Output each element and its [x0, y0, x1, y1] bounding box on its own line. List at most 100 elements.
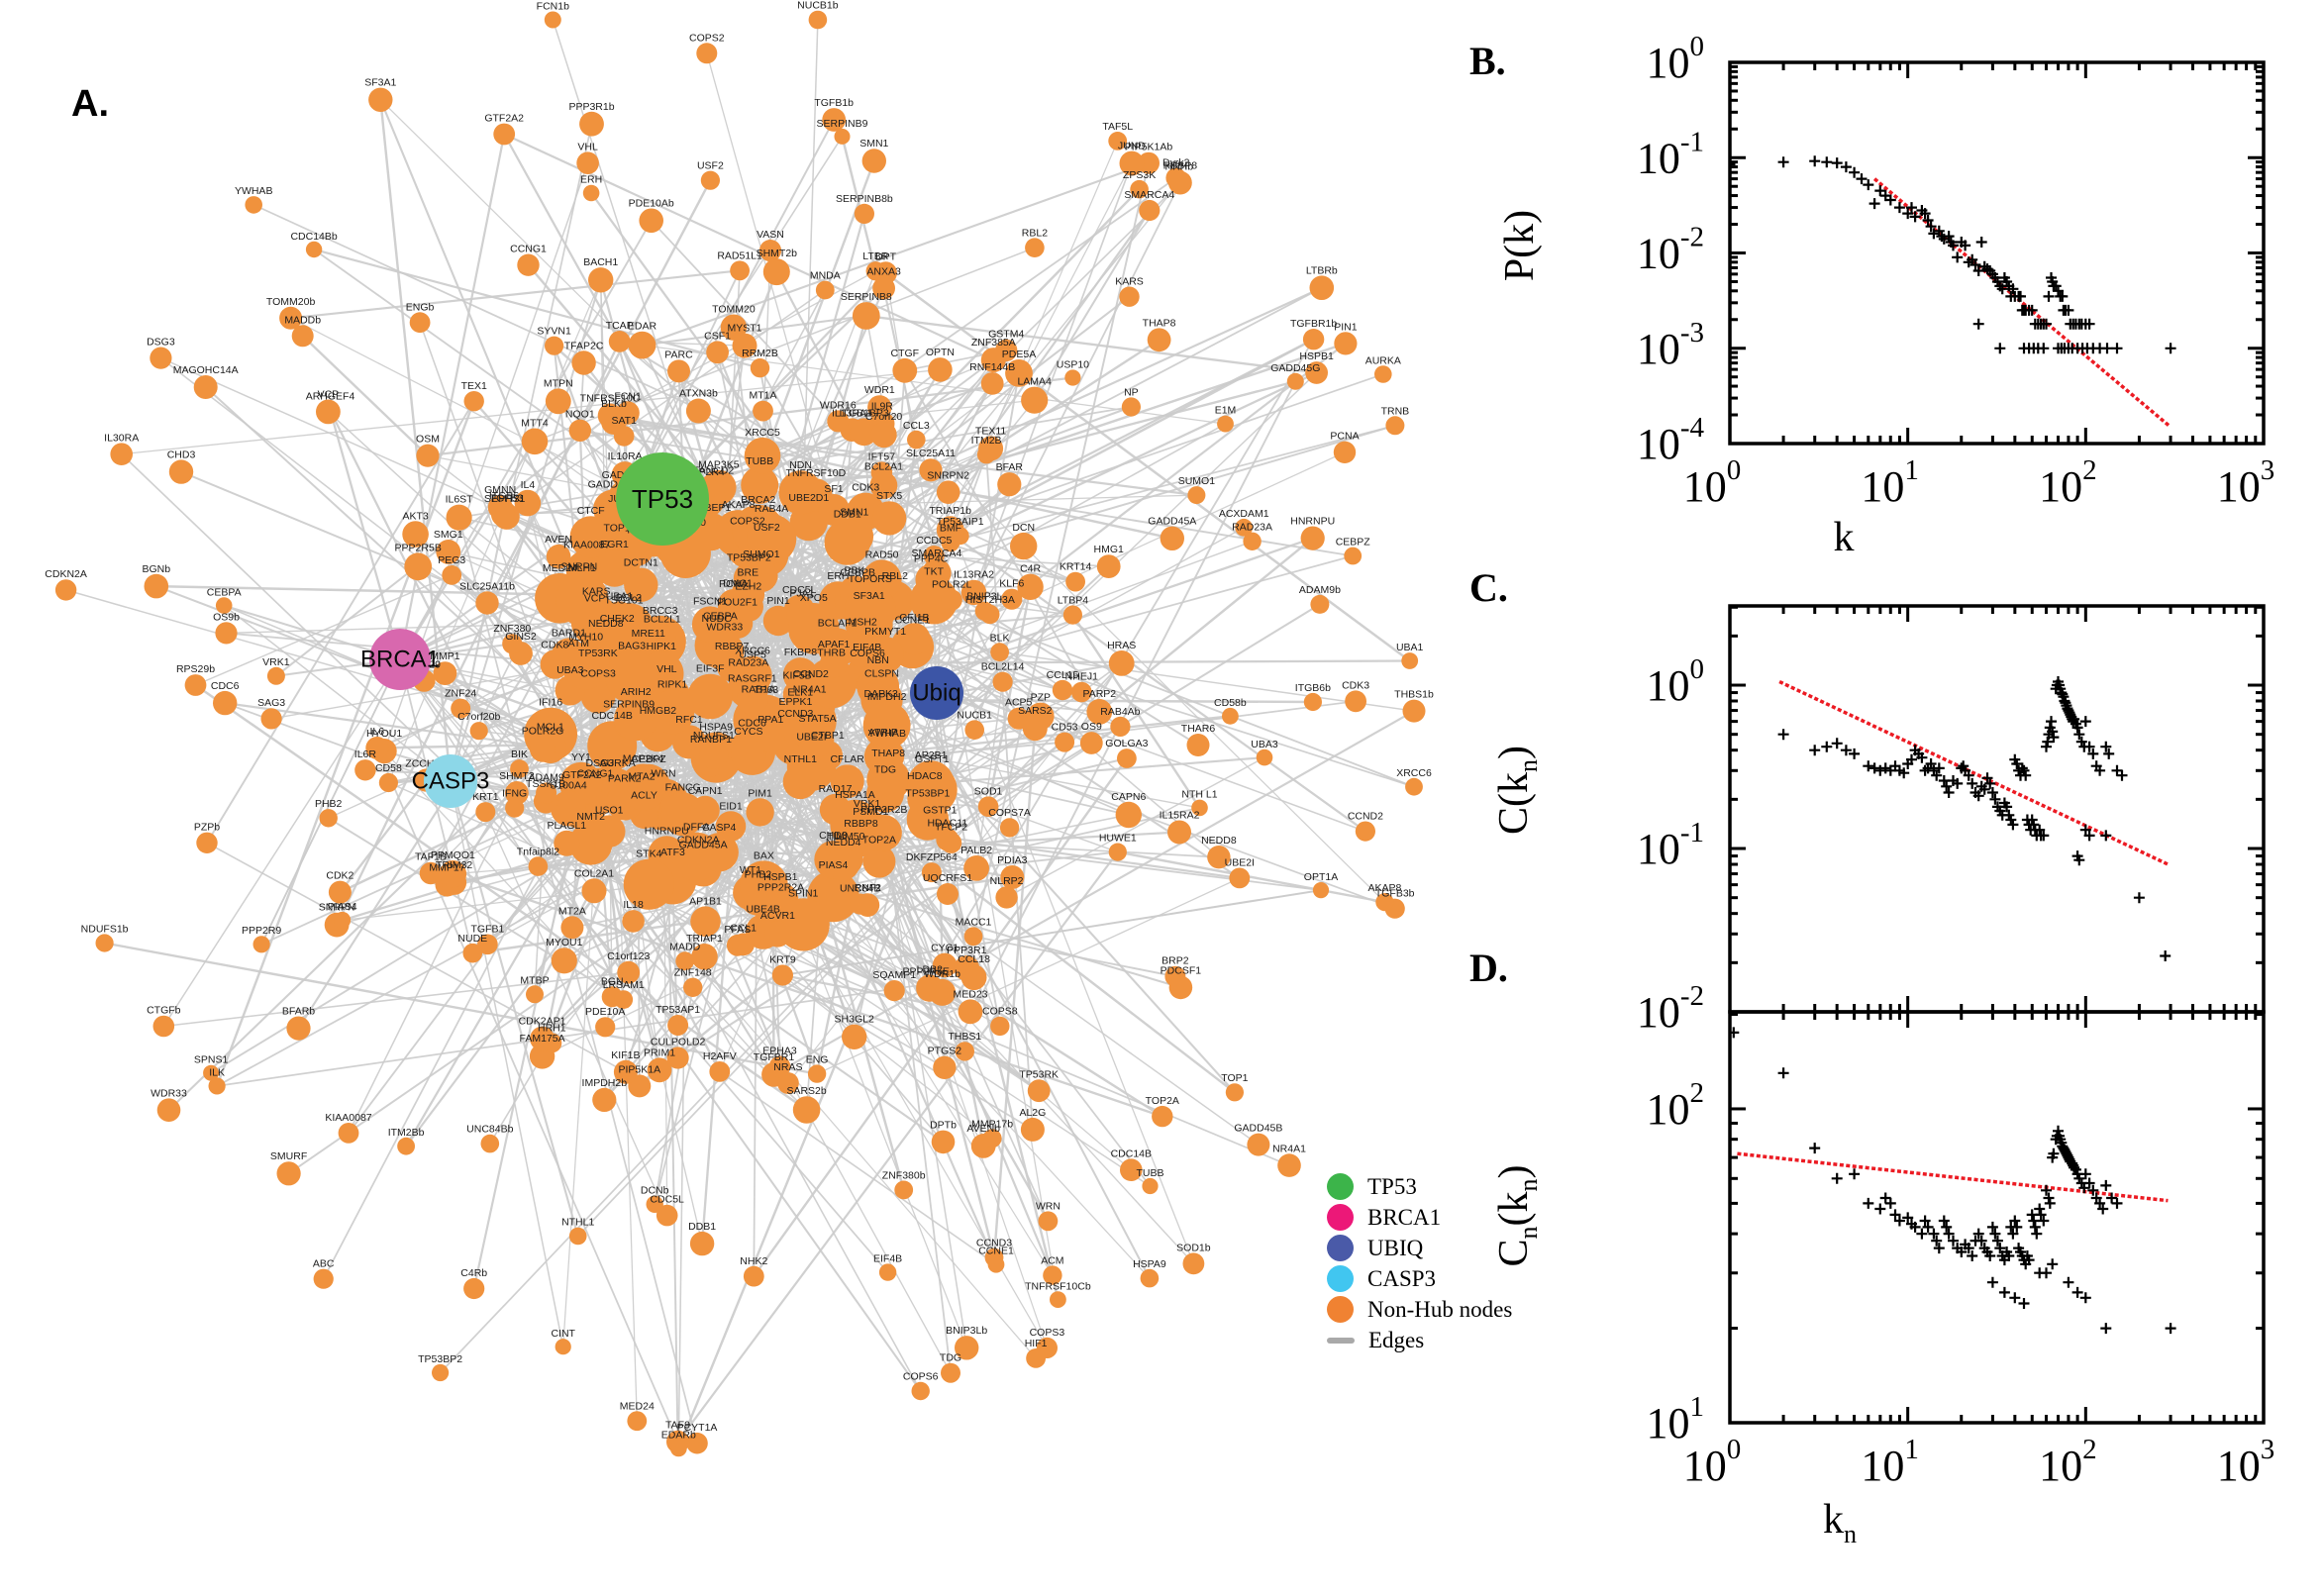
network-node: [442, 565, 462, 585]
network-node-label: KIAA0087: [325, 1112, 371, 1124]
network-node-label: PBK: [844, 565, 864, 577]
network-edge: [772, 710, 1415, 1076]
network-node: [451, 698, 471, 719]
y-axis-title: Cn(kn): [1491, 1164, 1543, 1266]
scatter-point: [1874, 1203, 1886, 1215]
network-edge: [162, 658, 401, 1027]
network-node-label: USF2: [697, 160, 724, 172]
network-node-label: TRNB: [1381, 405, 1410, 417]
scatter-point: [1984, 1250, 1996, 1261]
network-node-label: SERPINB8b: [836, 193, 893, 205]
network-node-label: HRH1: [538, 1022, 566, 1034]
network-node-label: TKT: [924, 565, 944, 577]
scatter-point: [2050, 280, 2062, 292]
network-node-label: TFAP2C: [564, 340, 604, 351]
network-edge: [577, 662, 1123, 1238]
network-node: [378, 772, 398, 793]
network-node-label: SF1: [824, 483, 843, 495]
scatter-point: [1970, 259, 1981, 270]
scatter-point: [2165, 343, 2176, 354]
network-node-label: CCL3: [903, 420, 930, 432]
network-node: [777, 707, 814, 744]
scatter-point: [2083, 741, 2095, 752]
network-node: [870, 422, 897, 449]
network-node-label: GADD45B: [1234, 1123, 1282, 1135]
network-node-label: BCL2L14: [981, 661, 1025, 673]
network-node: [1005, 359, 1033, 387]
network-node-label: APAF1: [818, 639, 851, 650]
network-node: [555, 1339, 571, 1355]
network-node: [999, 818, 1020, 838]
network-node-label: ARIH2: [621, 686, 652, 698]
network-node-label: CDK2AP1: [519, 1016, 566, 1028]
network-node: [820, 649, 849, 678]
network-node: [771, 964, 794, 986]
legend-label: TP53: [1367, 1173, 1417, 1199]
scatter-point: [1967, 777, 1978, 789]
network-node: [1191, 799, 1208, 817]
network-node-label: PPP3R1: [947, 945, 986, 956]
fit-line: [1778, 679, 2170, 866]
network-node: [666, 1047, 689, 1069]
scatter-point: [1831, 1172, 1843, 1184]
network-edge: [865, 314, 1317, 374]
network-edge: [484, 811, 668, 1216]
network-node-label: USO1: [595, 804, 624, 816]
network-node-label: AL2G: [1019, 1107, 1046, 1119]
scatter-point: [2160, 950, 2172, 961]
scatter-point: [2038, 1215, 2050, 1227]
network-node-label: CTBP1: [811, 730, 845, 742]
network-node-label: BFARb: [282, 1006, 315, 1018]
network-node-label: SLC25A11: [906, 448, 956, 459]
network-node-label: IL13RA2: [954, 569, 994, 581]
network-edge: [379, 99, 810, 523]
scatter-point: [2009, 1292, 2021, 1304]
network-node: [620, 763, 666, 811]
network-node: [1345, 690, 1366, 713]
scatter-point: [2029, 1221, 2041, 1233]
network-node: [551, 790, 586, 827]
network-node-label: XPO5: [800, 592, 828, 604]
legend-edge-icon: [1327, 1337, 1355, 1344]
network-node: [936, 828, 960, 851]
scatter-point: [1948, 240, 1959, 251]
network-node: [1050, 1291, 1066, 1308]
network-node: [530, 1026, 555, 1051]
network-node-label: ACLY: [631, 790, 657, 802]
network-node-label: TNFRSF10Cb: [1025, 1280, 1091, 1292]
network-node: [1027, 702, 1055, 731]
network-edge: [987, 603, 1321, 808]
network-node-label: IL6R: [354, 748, 377, 760]
network-node-label: MYH10: [568, 632, 603, 644]
tick-label: 10-1: [1637, 817, 1704, 873]
network-node-label: VASN: [757, 229, 784, 241]
network-edge: [762, 931, 1151, 1187]
network-node-label: PDE5A: [1002, 349, 1036, 360]
scatter-point: [2041, 741, 2052, 752]
network-node-label: CCL15: [1047, 669, 1079, 681]
network-node-label: ACM: [1041, 1254, 1063, 1266]
scatter-point: [1943, 787, 1955, 798]
network-node-label: THAP8: [871, 748, 905, 759]
network-node: [747, 514, 797, 564]
network-node-label: GADD45A: [1148, 516, 1196, 528]
network-node: [365, 737, 389, 759]
network-node-label: NEDD4: [826, 837, 861, 848]
network-node-label: GMNN: [484, 484, 516, 496]
network-node-label: UBA3: [556, 664, 584, 676]
network-node-label: ADAM9b: [1299, 584, 1341, 596]
network-node-label: ARHGEF4: [306, 391, 355, 403]
network-node-label: JUND: [1118, 141, 1146, 152]
network-node-label: TNFRSF10C: [580, 393, 641, 405]
network-node-label: ELK1: [787, 687, 813, 699]
network-node-label: PDIA3: [997, 854, 1028, 866]
network-node: [1055, 732, 1075, 752]
network-node-label: CCND3: [976, 1238, 1012, 1249]
network-node-label: ITGB1BP3: [839, 407, 888, 419]
tick-label: 103: [2217, 1434, 2275, 1490]
scatter-point: [2111, 1197, 2123, 1209]
network-node: [203, 1064, 220, 1081]
scatter-point: [2034, 1267, 2046, 1279]
scatter-point: [2016, 762, 2028, 774]
scatter-point: [1986, 1221, 1998, 1233]
